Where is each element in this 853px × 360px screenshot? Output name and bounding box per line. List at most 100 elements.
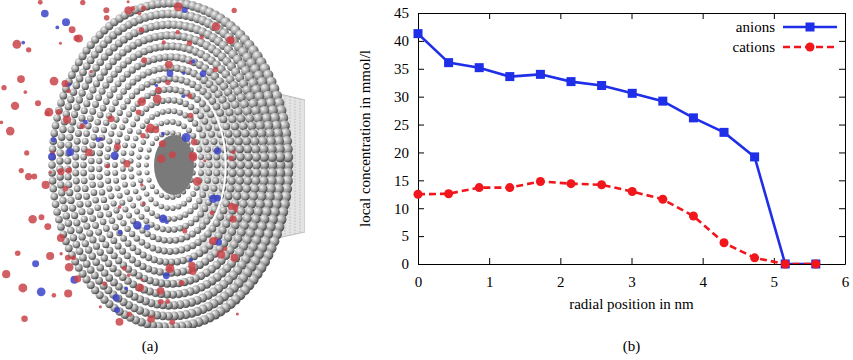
anion	[12, 40, 21, 49]
membrane-atom	[87, 115, 94, 122]
anion	[67, 89, 71, 93]
membrane-atom	[53, 114, 61, 122]
membrane-atom	[161, 237, 168, 244]
tick-label: 35	[394, 61, 409, 77]
membrane-atom	[176, 204, 182, 210]
membrane-atom	[130, 203, 136, 209]
anion	[65, 263, 74, 272]
membrane-atom	[93, 80, 100, 87]
membrane-atom	[63, 212, 70, 219]
membrane-atom	[109, 218, 115, 224]
membrane-atom	[192, 120, 198, 126]
membrane-atom	[73, 177, 80, 184]
membrane-atom	[120, 104, 126, 110]
membrane-atom	[50, 130, 58, 138]
tick-mark	[418, 236, 424, 237]
anion	[140, 278, 143, 281]
membrane-atom	[56, 157, 63, 164]
membrane-atom	[94, 119, 101, 126]
tick	[839, 69, 845, 70]
anion	[203, 159, 206, 162]
anion	[24, 90, 28, 94]
membrane-atom	[80, 162, 87, 169]
membrane-atom	[130, 106, 136, 112]
cation	[161, 132, 165, 136]
membrane-atom	[83, 193, 90, 200]
membrane-atom	[97, 112, 104, 119]
anion	[0, 121, 3, 125]
membrane-atom	[235, 184, 243, 192]
panel-caption: (a)	[142, 338, 159, 355]
membrane-atom	[110, 86, 117, 93]
x-axis-top	[419, 13, 846, 19]
tick-label: 1	[486, 274, 494, 290]
legend-marker	[806, 23, 815, 32]
membrane-atom	[181, 201, 187, 207]
membrane-atom	[52, 122, 60, 130]
membrane-atom	[49, 185, 57, 193]
membrane-atom	[126, 111, 132, 117]
anion	[166, 264, 175, 273]
membrane-atom	[81, 216, 88, 223]
membrane-atom	[242, 137, 251, 146]
anion	[11, 102, 19, 110]
membrane-atom	[57, 141, 64, 148]
anion	[169, 319, 175, 325]
tick	[703, 13, 704, 19]
anion	[6, 127, 15, 136]
cation	[144, 224, 150, 230]
membrane-atom	[119, 200, 125, 206]
membrane-atom	[144, 206, 150, 212]
membrane-atom	[88, 166, 95, 173]
cation	[209, 195, 217, 203]
anion	[50, 77, 59, 86]
cation	[165, 220, 169, 224]
membrane-atom	[73, 104, 80, 111]
cation	[51, 137, 56, 142]
tick	[489, 13, 490, 19]
membrane-atom	[82, 240, 89, 247]
membrane-atom	[204, 177, 211, 184]
anion	[64, 289, 72, 297]
membrane-atom	[167, 86, 174, 93]
membrane-atom	[131, 143, 137, 149]
membrane-atom	[126, 213, 132, 219]
membrane-atom	[130, 121, 136, 127]
anion	[139, 27, 144, 32]
tick-mark	[560, 258, 561, 264]
cation	[66, 148, 74, 156]
x-axis-title: radial position in nm	[569, 296, 694, 312]
lines	[418, 34, 816, 264]
membrane-atom	[124, 135, 130, 141]
membrane-atom	[57, 223, 65, 231]
membrane-atom	[57, 149, 64, 156]
anion	[174, 2, 183, 11]
tick-mark	[839, 69, 845, 70]
membrane-atom	[236, 145, 244, 153]
legend: anionscations	[733, 19, 838, 55]
anion	[228, 155, 234, 161]
membrane-atom	[160, 226, 166, 232]
cation	[214, 147, 221, 154]
legend-item: cations	[733, 39, 838, 55]
membrane-atom	[144, 231, 150, 237]
tick-mark	[418, 97, 424, 98]
membrane-atom	[170, 119, 176, 125]
membrane-atom	[80, 170, 87, 177]
tick-label: 10	[394, 201, 409, 217]
membrane-atom	[92, 197, 99, 204]
membrane-atom	[81, 177, 88, 184]
tick-mark	[418, 152, 424, 153]
membrane-atom	[117, 131, 123, 137]
membrane-atom	[87, 208, 94, 215]
tick-mark	[418, 13, 424, 14]
data-point	[628, 187, 637, 196]
membrane-atom	[50, 193, 58, 201]
membrane-atom	[85, 201, 92, 208]
membrane-atom	[82, 185, 89, 192]
membrane-atom	[99, 189, 105, 195]
membrane-atom	[103, 98, 110, 105]
membrane-atom	[213, 154, 220, 161]
membrane-atom	[206, 170, 213, 177]
membrane-atom	[83, 100, 90, 107]
